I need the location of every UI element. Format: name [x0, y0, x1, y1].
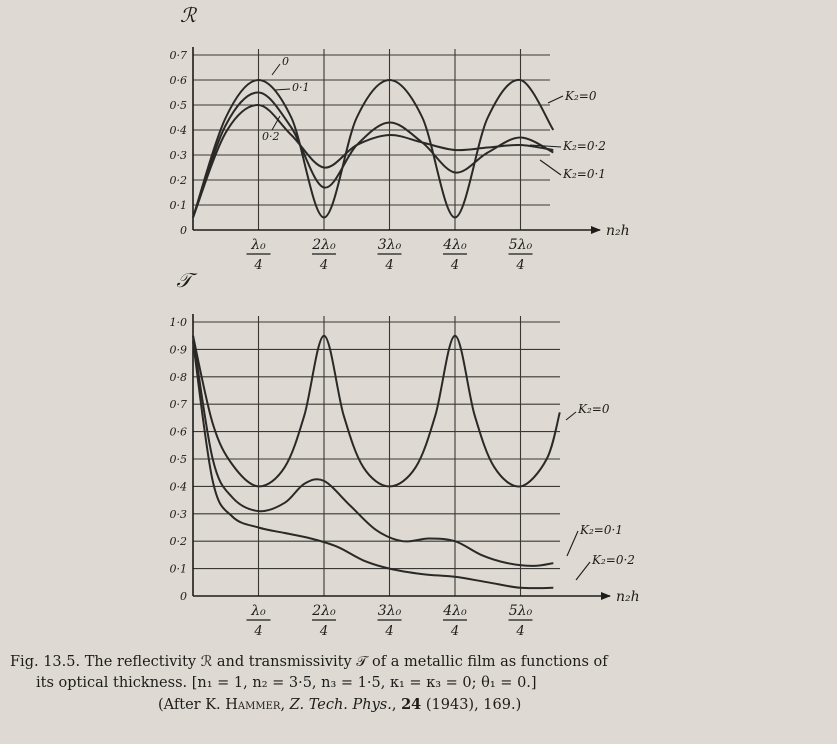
x-tick-denominator: 4 [515, 258, 524, 273]
figure-number: Fig. 13.5. [10, 654, 81, 670]
x-tick-denominator: 4 [450, 624, 459, 639]
y-tick-label: 0·6 [170, 426, 188, 439]
x-tick-numerator: λ₀ [250, 603, 266, 619]
x-tick-denominator: 4 [384, 624, 393, 639]
legend-leader-line [547, 95, 564, 104]
caption-volume: 24 [401, 696, 422, 713]
caption-line-2: its optical thickness. [n₁ = 1, n₂ = 3·5… [36, 675, 537, 691]
curve-label: 0·1 [292, 81, 310, 94]
x-tick-numerator: 3λ₀ [378, 603, 402, 619]
series-line [192, 335, 554, 567]
y-tick-label: 0·8 [170, 371, 188, 384]
series-line [192, 91, 554, 218]
x-tick-numerator: 3λ₀ [378, 237, 402, 253]
curve-leader-line [274, 88, 291, 91]
caption-year-page: (1943), 169.) [421, 697, 522, 713]
curve-leader-line [271, 63, 281, 76]
legend-leader-line [539, 159, 562, 176]
y-tick-label: 0·3 [170, 508, 188, 521]
caption-author: Hammer [225, 697, 281, 713]
x-tick-numerator: 4λ₀ [442, 603, 467, 619]
y-axis-label: 𝒯 [176, 268, 198, 292]
x-tick-denominator: 4 [253, 624, 262, 639]
y-tick-label: 0 [180, 590, 187, 603]
legend-entry: K₂=0 [564, 89, 597, 103]
y-tick-label: 0·1 [170, 563, 188, 576]
y-tick-label: 0·4 [170, 480, 188, 493]
series-line [192, 334, 561, 488]
x-tick-numerator: 5λ₀ [509, 603, 533, 619]
legend-leader-line [566, 530, 579, 557]
x-tick-denominator: 4 [515, 624, 524, 639]
legend-entry: K₂=0 [577, 402, 610, 416]
caption-citation-prefix: (After K. [158, 697, 226, 713]
series-line [192, 103, 554, 218]
series-line [192, 341, 554, 590]
legend-leader-line [565, 411, 577, 421]
y-tick-label: 0·7 [170, 398, 188, 411]
y-tick-label: 0·4 [170, 124, 188, 137]
x-axis-label: n₂h [606, 223, 630, 239]
x-tick-denominator: 4 [384, 258, 393, 273]
curve-leader-line [271, 115, 281, 131]
y-tick-label: 0·1 [170, 199, 188, 212]
y-tick-label: 0·3 [170, 149, 188, 162]
x-tick-numerator: 4λ₀ [442, 237, 467, 253]
x-tick-numerator: λ₀ [250, 237, 266, 253]
legend-entry: K₂=0·2 [591, 553, 635, 567]
y-tick-label: 0·5 [170, 453, 188, 466]
legend-leader-line [529, 144, 562, 148]
y-axis-label: ℛ [180, 3, 198, 27]
x-tick-numerator: 2λ₀ [311, 237, 336, 253]
x-tick-numerator: 5λ₀ [509, 237, 533, 253]
y-tick-label: 0 [180, 224, 187, 237]
x-tick-denominator: 4 [319, 258, 328, 273]
caption-sep-2: , [391, 697, 402, 713]
figure: 00·10·20·30·40·50·60·7ℛn₂hλ₀42λ₀43λ₀44λ₀… [170, 3, 640, 639]
y-tick-label: 1·0 [170, 316, 188, 329]
caption-text-1: The reflectivity ℛ and transmissivity 𝒯 … [84, 654, 608, 670]
legend-entry: K₂=0·1 [579, 523, 623, 537]
caption-line-3: (After K. Hammer, Z. Tech. Phys., 24 (19… [10, 694, 835, 716]
legend-entry: K₂=0·2 [562, 139, 606, 153]
caption-sep-1: , [280, 697, 290, 713]
x-tick-numerator: 2λ₀ [311, 603, 336, 619]
y-tick-label: 0·2 [170, 535, 188, 548]
series-line [192, 78, 555, 219]
caption-line-1: Fig. 13.5. The reflectivity ℛ and transm… [10, 652, 835, 673]
x-axis-label: n₂h [616, 589, 640, 605]
y-tick-label: 0·6 [170, 74, 188, 87]
legend-entry: K₂=0·1 [562, 167, 606, 181]
x-tick-denominator: 4 [450, 258, 459, 273]
caption-journal: Z. Tech. Phys. [289, 697, 392, 713]
x-tick-denominator: 4 [319, 624, 328, 639]
y-tick-label: 0·2 [170, 174, 188, 187]
x-tick-denominator: 4 [253, 258, 262, 273]
legend-leader-line [575, 561, 591, 581]
reflectivity-chart: 00·10·20·30·40·50·60·7ℛn₂hλ₀42λ₀43λ₀44λ₀… [170, 3, 630, 273]
curve-label: 0·2 [262, 130, 280, 143]
figure-caption: Fig. 13.5. The reflectivity ℛ and transm… [10, 652, 835, 716]
y-tick-label: 0·7 [170, 49, 188, 62]
curve-label: 0 [282, 55, 289, 68]
y-tick-label: 0·5 [170, 99, 188, 112]
y-tick-label: 0·9 [170, 343, 188, 356]
